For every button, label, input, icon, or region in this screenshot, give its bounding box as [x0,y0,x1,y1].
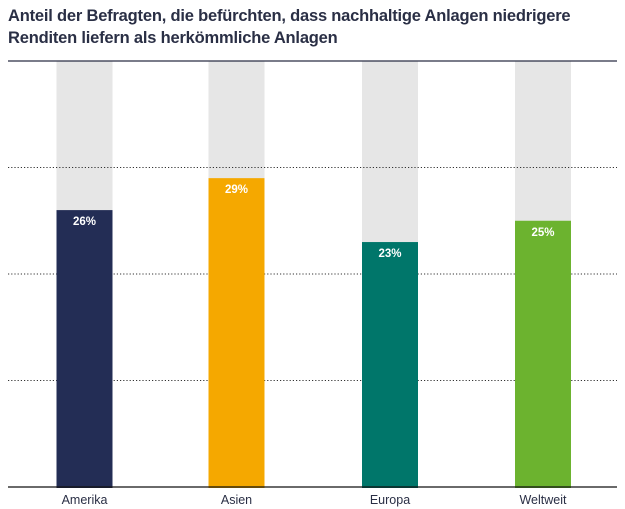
data-label: 25% [531,227,554,239]
data-label: 26% [73,216,96,228]
x-tick-label: Amerika [62,493,108,507]
x-tick-label: Asien [221,493,252,507]
bar-amerika [56,210,113,488]
data-label: 29% [225,184,248,196]
bar-europa [362,242,418,488]
bar-weltweit [515,220,571,488]
chart-title: Anteil der Befragten, die befürchten, da… [8,7,571,47]
data-label: 23% [378,248,401,260]
x-tick-label: Weltweit [519,493,567,507]
bar-asien [208,178,265,488]
x-tick-label: Europa [370,493,410,507]
